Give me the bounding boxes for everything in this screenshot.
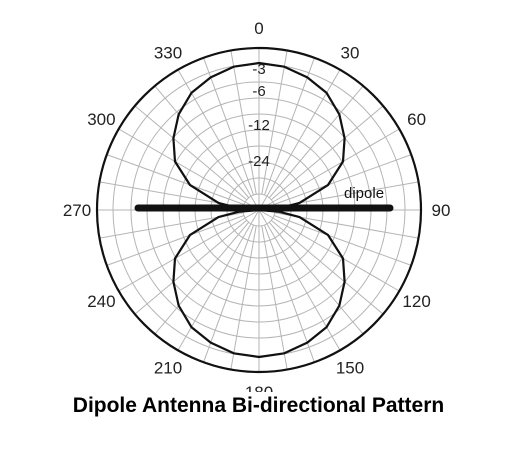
angle-tick-label: 0 (254, 19, 263, 38)
grid-spoke (154, 221, 250, 335)
chart-title: Dipole Antenna Bi-directional Pattern (72, 394, 445, 417)
dipole-annotation: dipole (344, 185, 384, 202)
radial-tick-label: -3 (252, 61, 265, 78)
grid-spoke (118, 128, 260, 211)
radial-tick-label: -6 (252, 83, 265, 100)
radial-labels: -3 -6 -12 -24 (248, 61, 270, 170)
angle-tick-label: 120 (402, 292, 430, 311)
angle-tick-label: 30 (341, 43, 360, 62)
angular-spokes (97, 48, 421, 372)
grid-spoke (118, 209, 260, 292)
angle-tick-label: 60 (407, 110, 426, 129)
grid-spoke (154, 85, 250, 199)
grid-spoke (258, 128, 400, 211)
angle-tick-label: 270 (63, 201, 91, 220)
grid-spoke (261, 50, 288, 195)
angle-tick-label: 90 (432, 201, 451, 220)
grid-spoke (106, 154, 245, 205)
angle-tick-label: 240 (87, 292, 115, 311)
pattern-curve (172, 61, 346, 359)
radial-tick-label: -12 (248, 117, 270, 134)
grid-spoke (134, 219, 248, 315)
grid-spoke (230, 50, 257, 195)
grid-spoke (261, 225, 288, 370)
grid-spoke (270, 219, 384, 315)
angle-labels: 0 30 60 90 120 150 180 210 240 270 300 330 (63, 19, 451, 392)
angle-tick-label: 300 (87, 110, 115, 129)
radial-tick-label: -24 (248, 153, 270, 170)
angle-tick-label: 150 (336, 359, 364, 378)
grid-spoke (230, 225, 257, 370)
grid-spoke (264, 224, 315, 363)
angle-tick-label: 330 (154, 43, 182, 62)
grid-spoke (270, 105, 384, 201)
angle-tick-label: 210 (154, 359, 182, 378)
grid-spoke (273, 154, 412, 205)
series-layer (172, 61, 346, 359)
grid-spoke (106, 215, 245, 266)
grid-spoke (203, 224, 254, 363)
grid-spoke (134, 105, 248, 201)
grid-spoke (258, 209, 400, 292)
grid-spoke (273, 215, 412, 266)
grid-spoke (203, 57, 254, 196)
polar-chart: 0306090120150180210240270300330 -3-6-12-… (63, 19, 451, 392)
outer-ring (95, 46, 423, 374)
grid-spoke (268, 85, 364, 199)
grid-spoke (268, 221, 364, 335)
grid-spoke (264, 57, 315, 196)
angle-tick-label: 180 (245, 383, 273, 392)
